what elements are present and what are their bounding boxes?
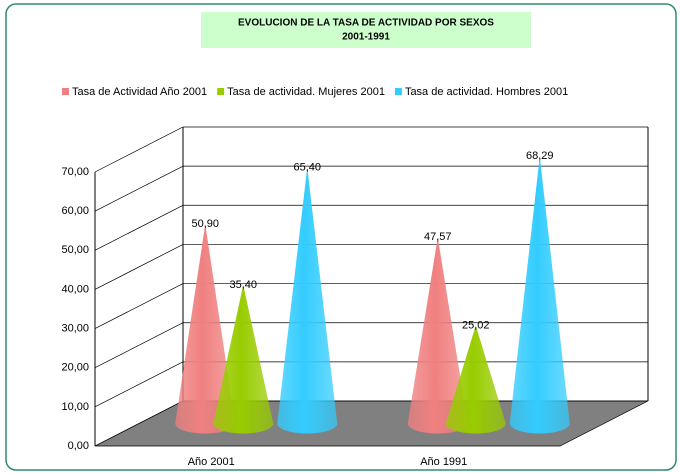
y-tick-label: 30,00 [61,322,89,334]
side-grid-line [94,126,184,173]
side-grid-line [94,283,184,329]
legend-swatch [62,88,69,95]
x-tick-label: Año 2001 [188,456,235,468]
data-label: 50,90 [191,218,219,230]
side-grid-line [94,165,184,212]
title-box [201,12,531,48]
legend-swatch [217,88,225,95]
chart-subtitle: 2001-1991 [342,32,390,43]
legend-label: Tasa de actividad. Mujeres 2001 [227,86,385,98]
side-grid-line [94,322,184,369]
y-tick-label: 50,00 [61,244,89,256]
data-label: 68,29 [526,150,554,162]
y-tick-label: 10,00 [61,401,89,413]
cone [175,224,236,434]
data-label: 25,02 [462,319,490,331]
y-tick-label: 70,00 [61,166,89,178]
x-tick-label: Año 1991 [420,456,467,468]
cone [213,284,274,434]
y-tick-label: 20,00 [61,362,89,374]
cone [509,156,570,434]
y-tick-label: 0,00 [68,440,89,452]
cone [445,325,506,434]
legend-label: Tasa de Actividad Año 2001 [72,86,207,98]
side-grid-line [94,400,184,447]
legend-label: Tasa de actividad. Hombres 2001 [405,86,568,98]
chart-title: EVOLUCION DE LA TASA DE ACTIVIDAD POR SE… [238,18,494,29]
side-grid-line [94,244,184,290]
data-label: 65,40 [293,161,321,173]
y-tick-label: 40,00 [61,283,89,295]
data-label: 35,40 [229,279,257,291]
side-grid-line [94,361,184,408]
cone [277,167,338,434]
cone [407,237,468,434]
data-label: 47,57 [424,231,452,243]
side-grid-line [94,204,184,251]
frame [5,3,677,471]
y-tick-label: 60,00 [61,205,89,217]
legend-swatch [394,88,402,95]
